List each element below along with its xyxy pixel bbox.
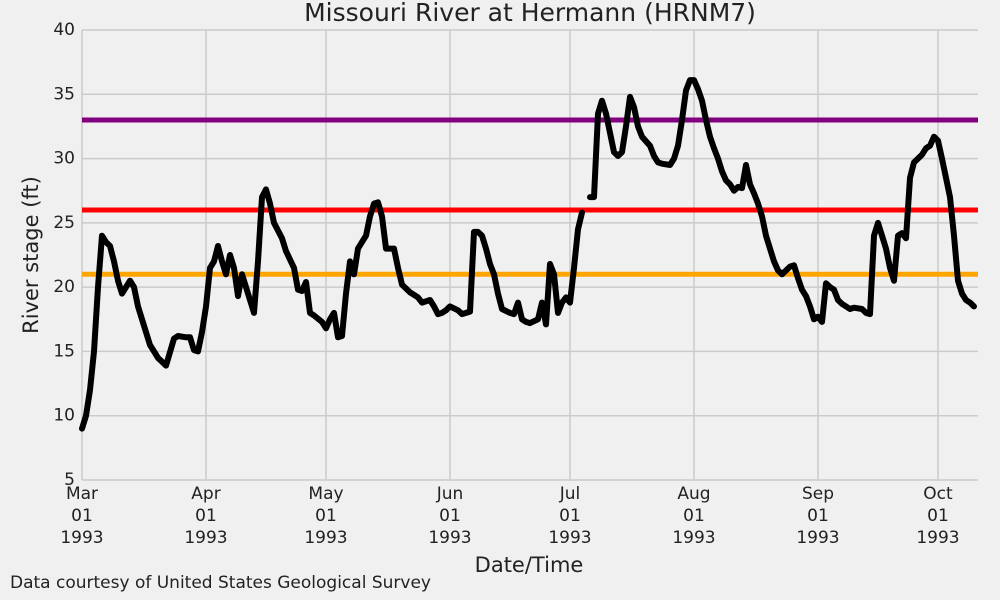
y-tick-label: 5	[64, 470, 75, 490]
x-tick-label: Mar 01 1993	[60, 484, 104, 548]
footer: Data courtesy of United States Geologica…	[10, 573, 431, 593]
x-tick-label: Apr 01 1993	[184, 484, 228, 548]
x-tick-label: Jul 01 1993	[548, 484, 592, 548]
x-tick-label: Oct 01 1993	[916, 484, 960, 548]
y-tick-label: 40	[53, 20, 75, 40]
y-tick-label: 35	[53, 84, 75, 104]
data-line	[79, 77, 977, 432]
y-tick-label: 15	[53, 341, 75, 361]
x-tick-label: May 01 1993	[304, 484, 348, 548]
y-tick-label: 20	[53, 277, 75, 297]
x-tick-label: Jun 01 1993	[428, 484, 472, 548]
y-tick-label: 30	[53, 149, 75, 169]
x-tick-label: Aug 01 1993	[672, 484, 716, 548]
chart-title: Missouri River at Hermann (HRNM7)	[304, 0, 756, 27]
y-axis-label: River stage (ft)	[19, 176, 43, 334]
y-tick-label: 25	[53, 213, 75, 233]
x-axis-label: Date/Time	[475, 553, 584, 577]
y-tick-label: 10	[53, 406, 75, 426]
x-tick-label: Sep 01 1993	[796, 484, 840, 548]
